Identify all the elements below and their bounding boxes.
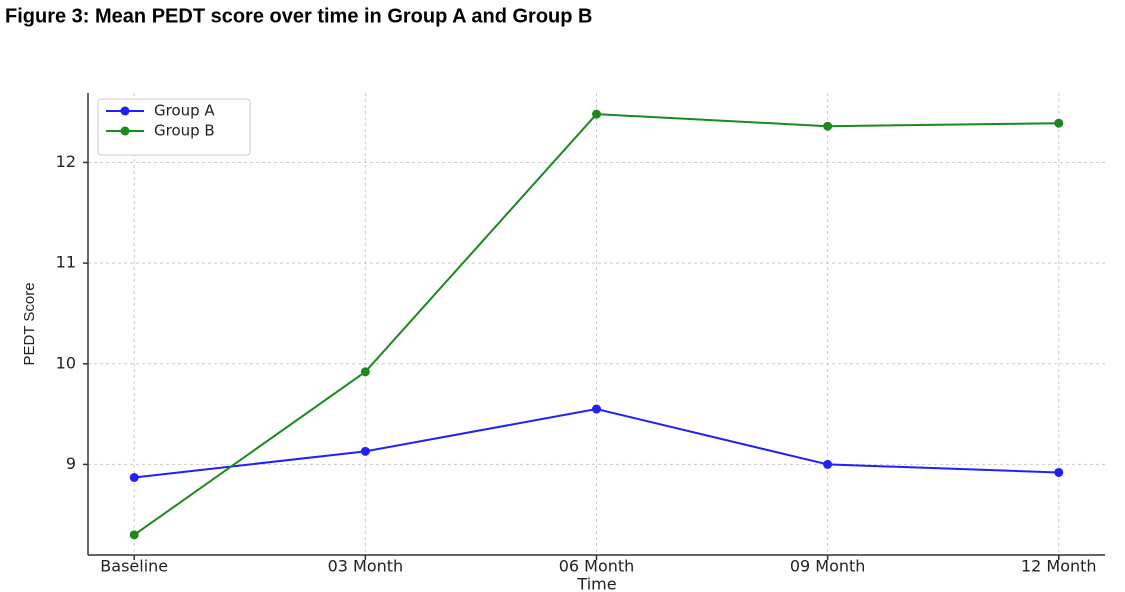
x-tick-label: 09 Month	[790, 557, 866, 576]
y-tick-label: 11	[56, 253, 76, 272]
point	[823, 121, 833, 131]
legend: Group A Group B	[97, 98, 251, 156]
legend-box	[97, 98, 251, 156]
point	[592, 109, 601, 119]
legend-marker	[120, 106, 130, 116]
y-axis-label: PEDT Score	[21, 282, 38, 365]
x-tick-label: 12 Month	[1021, 557, 1097, 576]
legend-label: Group B	[154, 122, 215, 140]
point	[823, 459, 833, 469]
legend-marker	[120, 126, 130, 136]
legend-label: Group A	[154, 102, 215, 120]
point	[360, 367, 370, 377]
point	[129, 472, 139, 482]
y-tick-label: 12	[56, 152, 76, 171]
x-axis-label: Time	[576, 575, 616, 592]
x-tick-label: 06 Month	[559, 557, 635, 576]
point	[360, 446, 370, 456]
x-tick-label: Baseline	[100, 557, 168, 576]
point	[1054, 467, 1064, 477]
y-tick-label: 10	[56, 353, 76, 372]
point	[129, 530, 139, 540]
point	[592, 404, 601, 414]
point	[1054, 118, 1064, 128]
x-tick-label: 03 Month	[328, 557, 404, 576]
chart-title: Figure 3: Mean PEDT score over time in G…	[5, 5, 593, 27]
y-tick-label: 9	[66, 454, 76, 473]
